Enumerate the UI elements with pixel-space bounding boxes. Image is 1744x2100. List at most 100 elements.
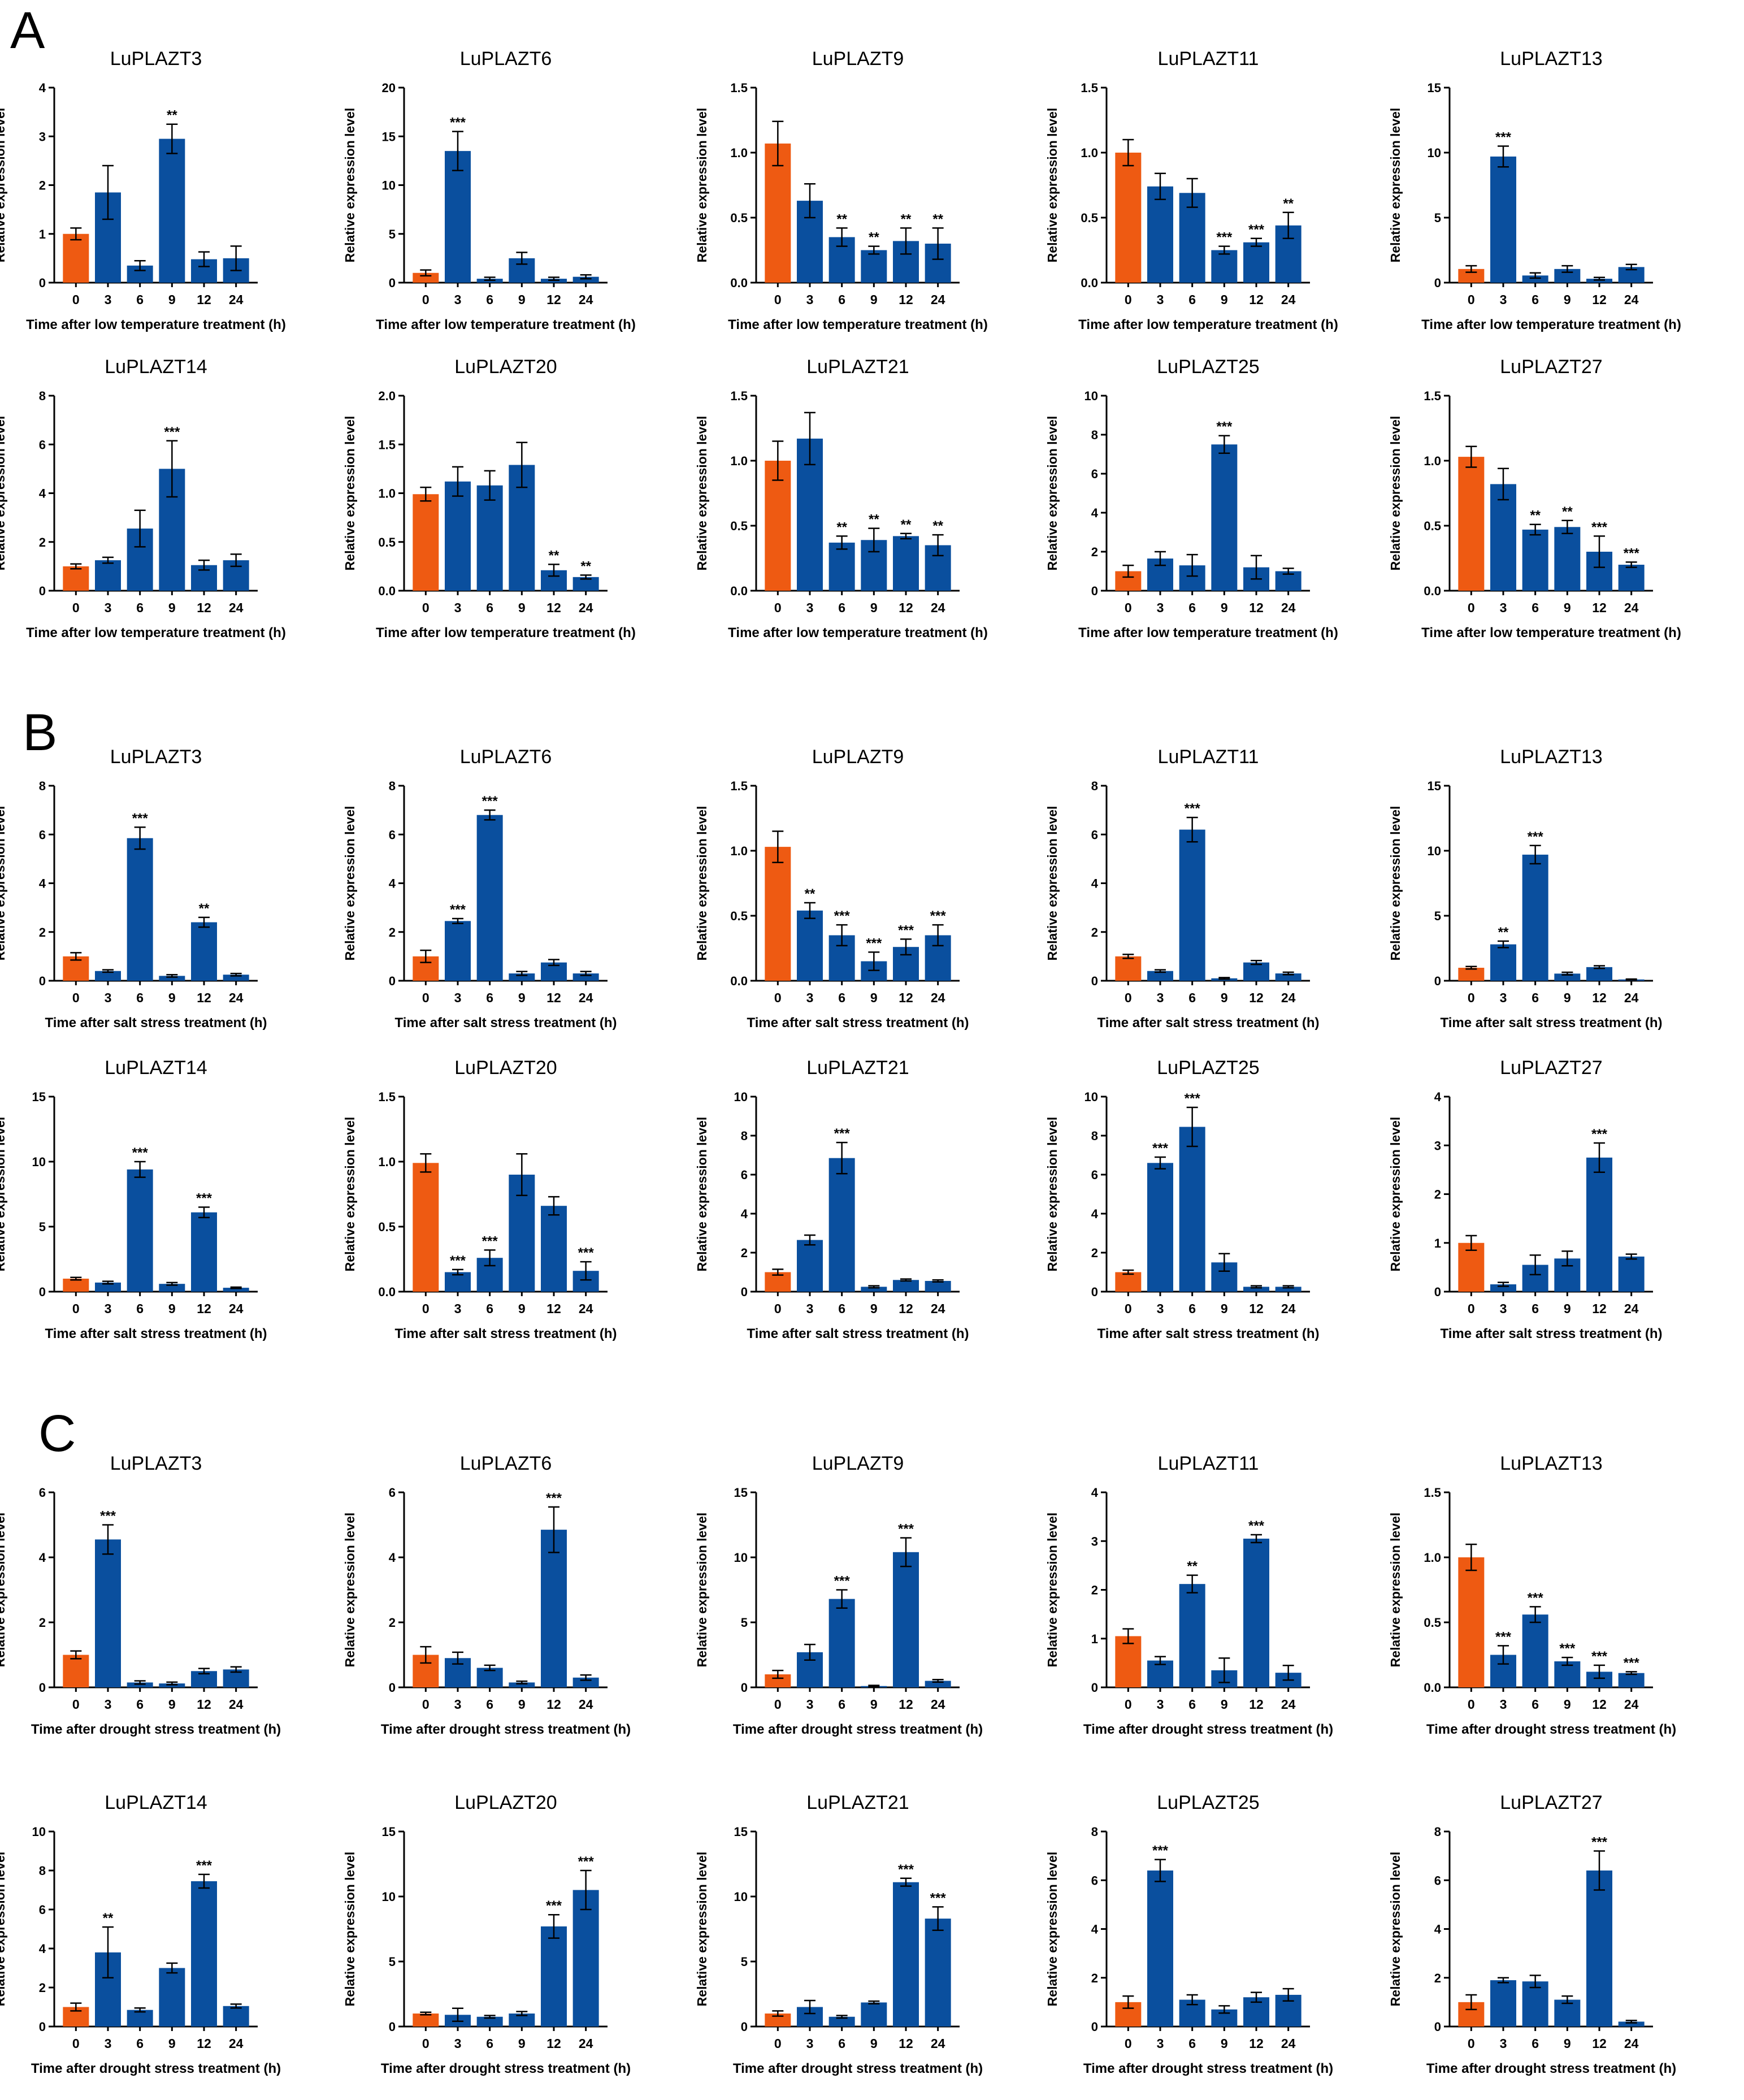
y-axis-label: Relative expression level	[342, 1852, 357, 2007]
x-tick-label: 9	[1564, 2036, 1571, 2051]
x-tick-label: 9	[518, 2036, 526, 2051]
x-tick-label: 3	[105, 990, 112, 1005]
significance-label: ***	[1495, 130, 1512, 145]
x-tick-label: 9	[1221, 990, 1228, 1005]
x-axis-label: Time after drought stress treatment (h)	[1426, 2061, 1676, 2076]
bar	[925, 1919, 951, 2027]
y-axis-label: Relative expression level	[342, 1117, 357, 1272]
x-tick-label: 9	[168, 600, 176, 615]
bar	[1115, 956, 1142, 981]
significance-label: ***	[482, 794, 498, 809]
bar	[1522, 529, 1548, 591]
y-tick-label: 0.0	[1424, 1681, 1441, 1695]
significance-label: ***	[1495, 1629, 1512, 1644]
x-tick-label: 9	[168, 1301, 176, 1316]
x-tick-label: 3	[1157, 292, 1164, 307]
x-tick-label: 24	[1281, 1697, 1296, 1712]
bar	[127, 1169, 153, 1292]
bar	[893, 1882, 919, 2027]
y-tick-label: 5	[389, 227, 396, 241]
y-tick-label: 0.5	[730, 909, 748, 923]
x-tick-label: 9	[518, 600, 526, 615]
significance-label: ***	[1591, 1649, 1608, 1664]
x-tick-label: 6	[1532, 292, 1539, 307]
significance-label: ***	[1624, 1655, 1640, 1670]
bar	[893, 536, 919, 591]
bar	[509, 1682, 535, 1687]
y-tick-label: 0.0	[378, 1285, 396, 1299]
bar	[413, 272, 439, 283]
bar	[572, 276, 599, 283]
y-tick-label: 1.5	[730, 779, 748, 793]
y-tick-label: 8	[1434, 1825, 1441, 1839]
x-axis-label: Time after drought stress treatment (h)	[1083, 1722, 1333, 1737]
bar	[765, 1674, 791, 1687]
y-tick-label: 0.0	[730, 584, 748, 598]
x-tick-label: 6	[838, 2036, 845, 2051]
bar	[63, 233, 89, 283]
x-tick-label: 6	[136, 600, 144, 615]
x-tick-label: 6	[486, 990, 493, 1005]
x-tick-label: 24	[579, 990, 593, 1005]
chart-3-0: LuPLAZT14 Relative expression level 0 5 10 15…	[0, 1057, 267, 1341]
x-tick-label: 24	[229, 1697, 244, 1712]
x-tick-label: 6	[136, 990, 144, 1005]
y-tick-label: 4	[1434, 1090, 1442, 1104]
y-tick-label: 1.0	[1081, 146, 1098, 160]
bar	[1179, 1127, 1205, 1292]
y-tick-label: 2	[39, 1616, 46, 1630]
y-tick-label: 4	[39, 1942, 46, 1956]
bar	[95, 1539, 121, 1687]
y-tick-label: 10	[1428, 146, 1441, 160]
x-tick-label: 12	[1592, 2036, 1607, 2051]
y-tick-label: 0	[39, 1285, 46, 1299]
y-tick-label: 4	[39, 487, 46, 501]
x-tick-label: 24	[579, 600, 593, 615]
panel-letter-c: C	[38, 1405, 76, 1462]
y-axis-label: Relative expression level	[1045, 1513, 1060, 1668]
bar	[1490, 1284, 1516, 1292]
x-tick-label: 12	[899, 2036, 913, 2051]
x-tick-label: 0	[1468, 292, 1475, 307]
x-tick-label: 3	[454, 1301, 462, 1316]
y-tick-label: 10	[32, 1825, 46, 1839]
y-tick-label: 15	[1428, 81, 1441, 95]
x-tick-label: 3	[806, 292, 814, 307]
x-tick-label: 9	[1564, 600, 1571, 615]
x-tick-label: 3	[1500, 1697, 1507, 1712]
x-tick-label: 3	[1500, 600, 1507, 615]
y-tick-label: 4	[389, 1551, 396, 1565]
significance-label: ***	[898, 923, 914, 938]
y-tick-label: 2	[1434, 1971, 1441, 1985]
bar	[1458, 968, 1485, 981]
x-tick-label: 6	[1188, 1697, 1196, 1712]
x-tick-label: 3	[105, 2036, 112, 2051]
x-axis-label: Time after low temperature treatment (h)	[1421, 625, 1681, 640]
x-axis-label: Time after low temperature treatment (h)	[1421, 317, 1681, 332]
x-tick-label: 9	[168, 990, 176, 1005]
x-tick-label: 12	[1592, 990, 1607, 1005]
x-axis-label: Time after salt stress treatment (h)	[747, 1015, 969, 1030]
x-axis-label: Time after low temperature treatment (h)	[1078, 625, 1338, 640]
x-tick-label: 12	[899, 1301, 913, 1316]
significance-label: **	[1187, 1559, 1198, 1574]
bar	[223, 1288, 249, 1292]
bar	[893, 1552, 919, 1687]
bar	[1586, 1870, 1612, 2027]
y-tick-label: 0	[1091, 974, 1098, 988]
x-tick-label: 12	[1592, 1697, 1607, 1712]
x-tick-label: 9	[1221, 1697, 1228, 1712]
y-tick-label: 1.5	[730, 389, 748, 403]
y-axis-label: Relative expression level	[1388, 1852, 1403, 2007]
y-tick-label: 4	[1091, 506, 1099, 520]
bar	[893, 1280, 919, 1292]
x-tick-label: 0	[1468, 2036, 1475, 2051]
x-axis-label: Time after drought stress treatment (h)	[381, 1722, 631, 1737]
x-tick-label: 3	[806, 990, 814, 1005]
y-tick-label: 2	[39, 1981, 46, 1995]
x-tick-label: 24	[229, 2036, 244, 2051]
significance-label: ***	[1591, 1835, 1608, 1850]
x-tick-label: 6	[838, 292, 845, 307]
bar	[63, 1655, 89, 1687]
